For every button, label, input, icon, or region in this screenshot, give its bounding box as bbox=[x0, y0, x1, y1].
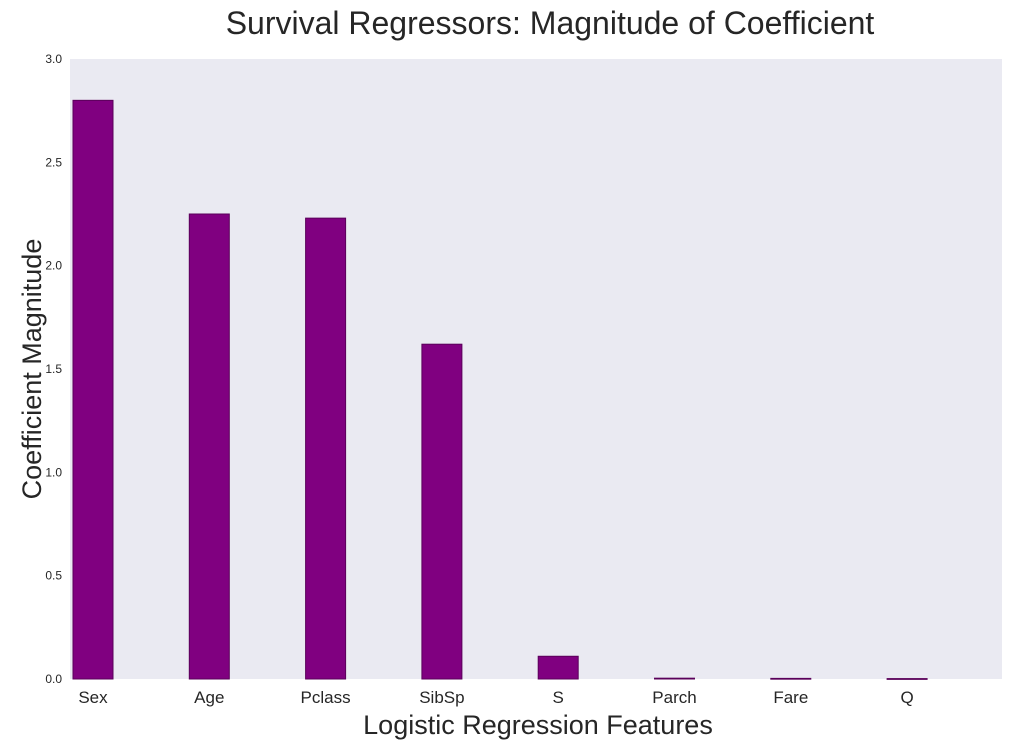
x-axis-ticks: Sex Age Pclass SibSp S Parch Fare Q bbox=[78, 688, 913, 707]
x-tick-label: SibSp bbox=[419, 688, 464, 707]
bar-q bbox=[886, 678, 928, 680]
y-axis-ticks: 0.0 0.5 1.0 1.5 2.0 2.5 3.0 bbox=[45, 52, 62, 686]
y-tick-label: 1.0 bbox=[45, 465, 62, 479]
y-tick-label: 0.5 bbox=[45, 569, 62, 583]
y-tick-label: 3.0 bbox=[45, 52, 62, 66]
bar-fare bbox=[770, 677, 812, 680]
bar-age bbox=[188, 213, 230, 680]
y-tick-label: 1.5 bbox=[45, 362, 62, 376]
bar-sex bbox=[72, 99, 114, 680]
bars-group bbox=[72, 99, 928, 680]
bar-sibsp bbox=[421, 343, 463, 680]
x-tick-label: Fare bbox=[773, 688, 808, 707]
bar-parch bbox=[654, 677, 695, 680]
y-tick-label: 0.0 bbox=[45, 672, 62, 686]
y-tick-label: 2.0 bbox=[45, 259, 62, 273]
x-axis-label: Logistic Regression Features bbox=[363, 710, 713, 740]
y-tick-label: 2.5 bbox=[45, 155, 62, 169]
bar-s bbox=[537, 655, 579, 680]
x-tick-label: Age bbox=[194, 688, 224, 707]
bar-pclass bbox=[305, 217, 347, 680]
x-tick-label: Pclass bbox=[301, 688, 351, 707]
chart-title: Survival Regressors: Magnitude of Coeffi… bbox=[226, 5, 875, 41]
x-tick-label: Q bbox=[900, 688, 913, 707]
x-tick-label: Sex bbox=[78, 688, 108, 707]
y-axis-label: Coefficient Magnitude bbox=[17, 239, 47, 500]
x-tick-label: Parch bbox=[652, 688, 696, 707]
x-tick-label: S bbox=[553, 688, 564, 707]
